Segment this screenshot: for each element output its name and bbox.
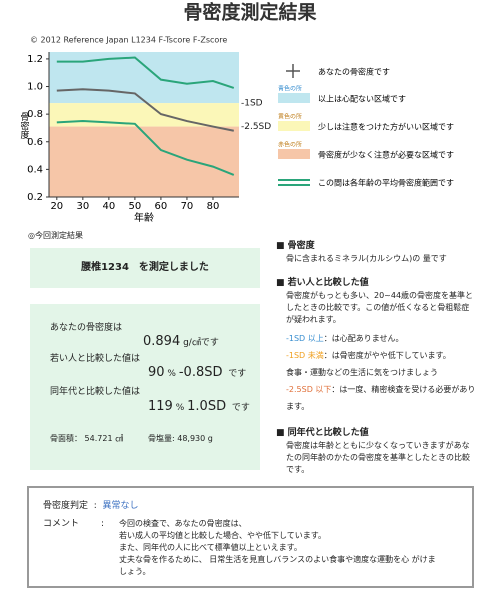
chart: 骨密度測定結果 © 2012 Reference Japan L1234 F-T… [19, 1, 455, 225]
threshold-label: -2.5SD [241, 122, 271, 132]
comment-line: また、同年代の人に比べて標準値以上といえます。 [119, 543, 302, 552]
comment-label: コメント [43, 519, 80, 529]
judgement-box: 骨密度判定 : 異常なし コメント : 今回の検査で、あなたの骨密度は、若い成人… [27, 486, 474, 588]
result-row: 0.894 g/㎠です [143, 335, 219, 350]
y-tick-label: 1.2 [27, 54, 43, 65]
series-line [56, 120, 235, 176]
x-tick-label: 80 [207, 201, 220, 212]
zone [49, 52, 239, 104]
x-tick-label: 40 [102, 201, 115, 212]
separator: : [93, 501, 97, 511]
copyright: © 2012 Reference Japan L1234 F-Tscore F-… [30, 36, 227, 45]
comment-line: 丈夫な骨を作るために、 日常生活を見直しバランスのよい食事や適度な運動を心 がけ… [119, 555, 436, 576]
legend-swatch [278, 149, 310, 159]
y-tick-label: 0.6 [27, 137, 43, 148]
level-text: ：は心配ありません。 [323, 334, 404, 343]
result-value: 0.894 [143, 334, 181, 349]
legend-swatch [278, 121, 310, 131]
zone [49, 126, 239, 197]
level-label: -1SD 未満 [286, 351, 324, 360]
threshold-label: -1SD [241, 99, 263, 109]
note-heading: ■ 骨密度 [276, 241, 315, 251]
level-row: -1SD 未満：は骨密度がやや低下しています。 [286, 347, 476, 364]
series-line [56, 56, 235, 89]
legend-note: 青色の所 [278, 85, 302, 93]
legend-note: 黄色の所 [278, 113, 302, 121]
x-tick-label: 30 [76, 201, 89, 212]
result-unit: % [167, 369, 176, 379]
series-line [56, 88, 234, 132]
level-row: 食事・運動などの生活に気をつけましょう [286, 364, 476, 381]
y-axis-title: 骨密度 [19, 112, 30, 140]
result-suffix: です [231, 403, 250, 413]
x-tick-label: 50 [129, 201, 142, 212]
note-body: 骨密度は年齢とともに少なくなっていきますがあなたの同年齢のかたの骨密度を基準とし… [286, 441, 470, 474]
result-unit: g/㎠です [183, 338, 219, 348]
bone-mineral: 骨塩量: 48,930 g [148, 434, 213, 443]
judgement-label: 骨密度判定 [43, 501, 89, 511]
notes: ■ 骨密度 骨に含まれるミネラル(カルシウム)の 量です ■ 若い人と比較した値… [276, 240, 476, 476]
page-title: 骨密度測定結果 [183, 1, 316, 24]
results-box: あなたの骨密度は 0.894 g/㎠です 若い人と比較した値は 90 % -0.… [30, 304, 260, 470]
result-value: 90 [148, 365, 165, 380]
result-label: 同年代と比較した値は [50, 387, 141, 397]
legend-text: 少しは注意をつけた方がいい区域です [318, 122, 454, 132]
result-row: 90 % -0.8SD です [148, 366, 246, 381]
x-axis-title: 年齢 [134, 211, 154, 224]
legend-text: この間は各年齢の平均骨密度範囲です [318, 178, 454, 188]
x-tick-label: 20 [50, 201, 63, 212]
x-tick-label: 60 [155, 201, 168, 212]
note-body: 骨に含まれるミネラル(カルシウム)の 量です [286, 254, 447, 263]
result-sd: 1.0SD [187, 399, 227, 414]
legend-text: 骨密度が少なく注意が必要な区域です [318, 150, 454, 160]
level-text: ：は一度、精密検査を受ける必要があります。 [286, 385, 476, 411]
result-label: 若い人と比較した値は [50, 354, 141, 364]
level-row: -1SD 以上：は心配ありません。 [286, 330, 476, 347]
result-sd: -0.8SD [178, 365, 223, 380]
result-label: あなたの骨密度は [50, 323, 123, 333]
bone-area: 骨面積： 54.721 ㎠ [50, 434, 124, 443]
zone [49, 103, 239, 127]
level-text: ：は骨密度がやや低下しています。 [323, 351, 451, 360]
section-heading: ◎今回測定結果 [28, 231, 83, 240]
judgement-value: 異常なし [102, 501, 139, 511]
x-tick-label: 70 [181, 201, 194, 212]
legend-note: 赤色の所 [278, 141, 302, 149]
legend-text: あなたの骨密度です [318, 67, 390, 77]
levels: -1SD 以上：は心配ありません。 -1SD 未満：は骨密度がやや低下しています。… [276, 330, 476, 415]
site-text: 腰椎1234 を測定しました [81, 262, 209, 273]
note-heading: ■ 若い人と比較した値 [276, 278, 369, 288]
result-unit: % [175, 403, 185, 413]
level-row: -2.5SD 以下：は一度、精密検査を受ける必要があります。 [286, 381, 476, 415]
level-label: -2.5SD 以下 [286, 385, 332, 394]
comment: 今回の検査で、あなたの骨密度は、若い成人の平均値と比較した場合、やや低下していま… [119, 518, 439, 578]
result-suffix: です [228, 369, 247, 379]
level-label: -1SD 以上 [286, 334, 324, 343]
site-box: 腰椎1234 を測定しました [30, 248, 260, 288]
result-row: 119 % 1.0SD です [148, 400, 250, 415]
y-tick-label: 0.8 [27, 109, 43, 120]
legend-text: 以上は心配ない区域です [318, 94, 406, 104]
note-heading: ■ 同年代と比較した値 [276, 428, 369, 438]
y-tick-label: 1.0 [27, 82, 43, 93]
level-text: 食事・運動などの生活に気をつけましょう [286, 368, 438, 377]
separator: : [101, 519, 105, 529]
y-tick-label: 0.2 [27, 192, 43, 203]
result-value: 119 [148, 399, 173, 414]
y-tick-label: 0.4 [27, 164, 43, 175]
comment-line: 今回の検査で、あなたの骨密度は、 [119, 519, 247, 528]
comment-line: 若い成人の平均値と比較した場合、やや低下しています。 [119, 531, 326, 540]
legend-swatch [278, 93, 310, 103]
note-body: 骨密度がもっとも多い、20~44歳の骨密度を基準としたときの比較です。この値が低… [286, 291, 474, 324]
judgement-row: 骨密度判定 : 異常なし [43, 500, 139, 513]
